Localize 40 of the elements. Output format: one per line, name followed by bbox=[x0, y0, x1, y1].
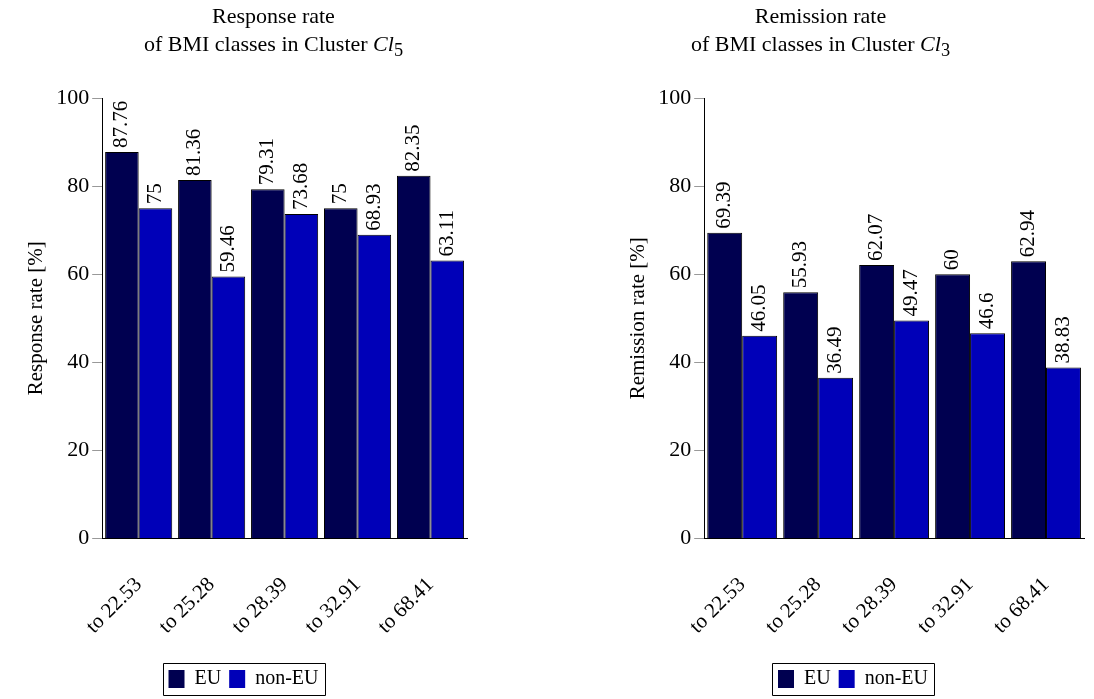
data-label: 79.31 bbox=[254, 137, 279, 186]
data-label: 36.49 bbox=[822, 326, 847, 374]
legend-label: non-EU bbox=[255, 666, 320, 689]
y-tick-label: 60 bbox=[669, 259, 692, 285]
data-label: 38.83 bbox=[1050, 316, 1075, 364]
y-tick-label: 20 bbox=[669, 436, 692, 462]
data-label: 59.46 bbox=[214, 225, 239, 273]
data-label: 75 bbox=[327, 183, 352, 205]
y-tick-label: 0 bbox=[78, 524, 90, 550]
y-tick-label: 60 bbox=[67, 259, 90, 285]
y-tick-label: 80 bbox=[67, 171, 90, 197]
legend-label: non-EU bbox=[864, 666, 929, 689]
data-label: 87.76 bbox=[108, 100, 133, 148]
legend-label: EU bbox=[804, 666, 832, 689]
data-label: 75 bbox=[141, 183, 166, 205]
chart-title: Remission rate of BMI classes in Cluster Cl$_{3}$ bbox=[689, 2, 952, 63]
data-label: 73.68 bbox=[287, 162, 312, 210]
data-label: 63.11 bbox=[433, 210, 458, 257]
y-tick-label: 100 bbox=[658, 83, 692, 109]
data-label: 46.05 bbox=[746, 284, 771, 332]
y-tick-label: 20 bbox=[67, 436, 90, 462]
data-label: 81.36 bbox=[181, 128, 206, 177]
y-tick-label: 40 bbox=[669, 348, 692, 374]
data-label: 68.93 bbox=[360, 183, 385, 231]
y-tick-label: 40 bbox=[67, 348, 90, 374]
y-axis-title: Response rate [%] bbox=[23, 241, 48, 396]
data-label: 62.07 bbox=[863, 213, 888, 262]
y-tick-label: 100 bbox=[56, 83, 90, 109]
data-label: 46.6 bbox=[974, 292, 999, 330]
data-label: 49.47 bbox=[898, 269, 923, 317]
chart-title: Response rate of BMI classes in Cluster Cl$_{5}$ bbox=[142, 2, 405, 63]
data-label: 60 bbox=[939, 249, 964, 271]
data-label: 69.39 bbox=[711, 181, 736, 229]
data-label: 55.93 bbox=[787, 240, 812, 289]
data-label: 82.35 bbox=[400, 124, 425, 172]
y-axis-title: Remission rate [%] bbox=[625, 237, 650, 400]
data-label: 62.94 bbox=[1015, 209, 1040, 258]
y-tick-label: 80 bbox=[669, 171, 692, 197]
legend-label: EU bbox=[194, 666, 222, 689]
y-tick-label: 0 bbox=[680, 524, 692, 550]
